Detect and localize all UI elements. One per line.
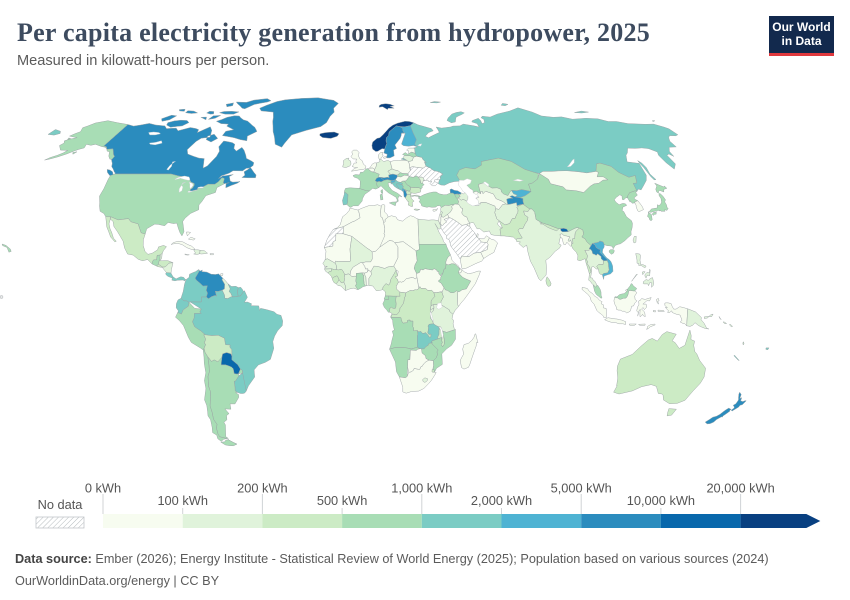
svg-text:500 kWh: 500 kWh: [317, 493, 368, 508]
svg-text:0 kWh: 0 kWh: [85, 481, 121, 496]
svg-text:20,000 kWh: 20,000 kWh: [706, 481, 774, 496]
svg-text:5,000 kWh: 5,000 kWh: [551, 481, 612, 496]
svg-text:200 kWh: 200 kWh: [237, 481, 288, 496]
svg-text:No data: No data: [38, 497, 84, 512]
svg-text:100 kWh: 100 kWh: [157, 493, 208, 508]
svg-text:2,000 kWh: 2,000 kWh: [471, 493, 532, 508]
svg-text:10,000 kWh: 10,000 kWh: [627, 493, 695, 508]
svg-text:1,000 kWh: 1,000 kWh: [391, 481, 452, 496]
